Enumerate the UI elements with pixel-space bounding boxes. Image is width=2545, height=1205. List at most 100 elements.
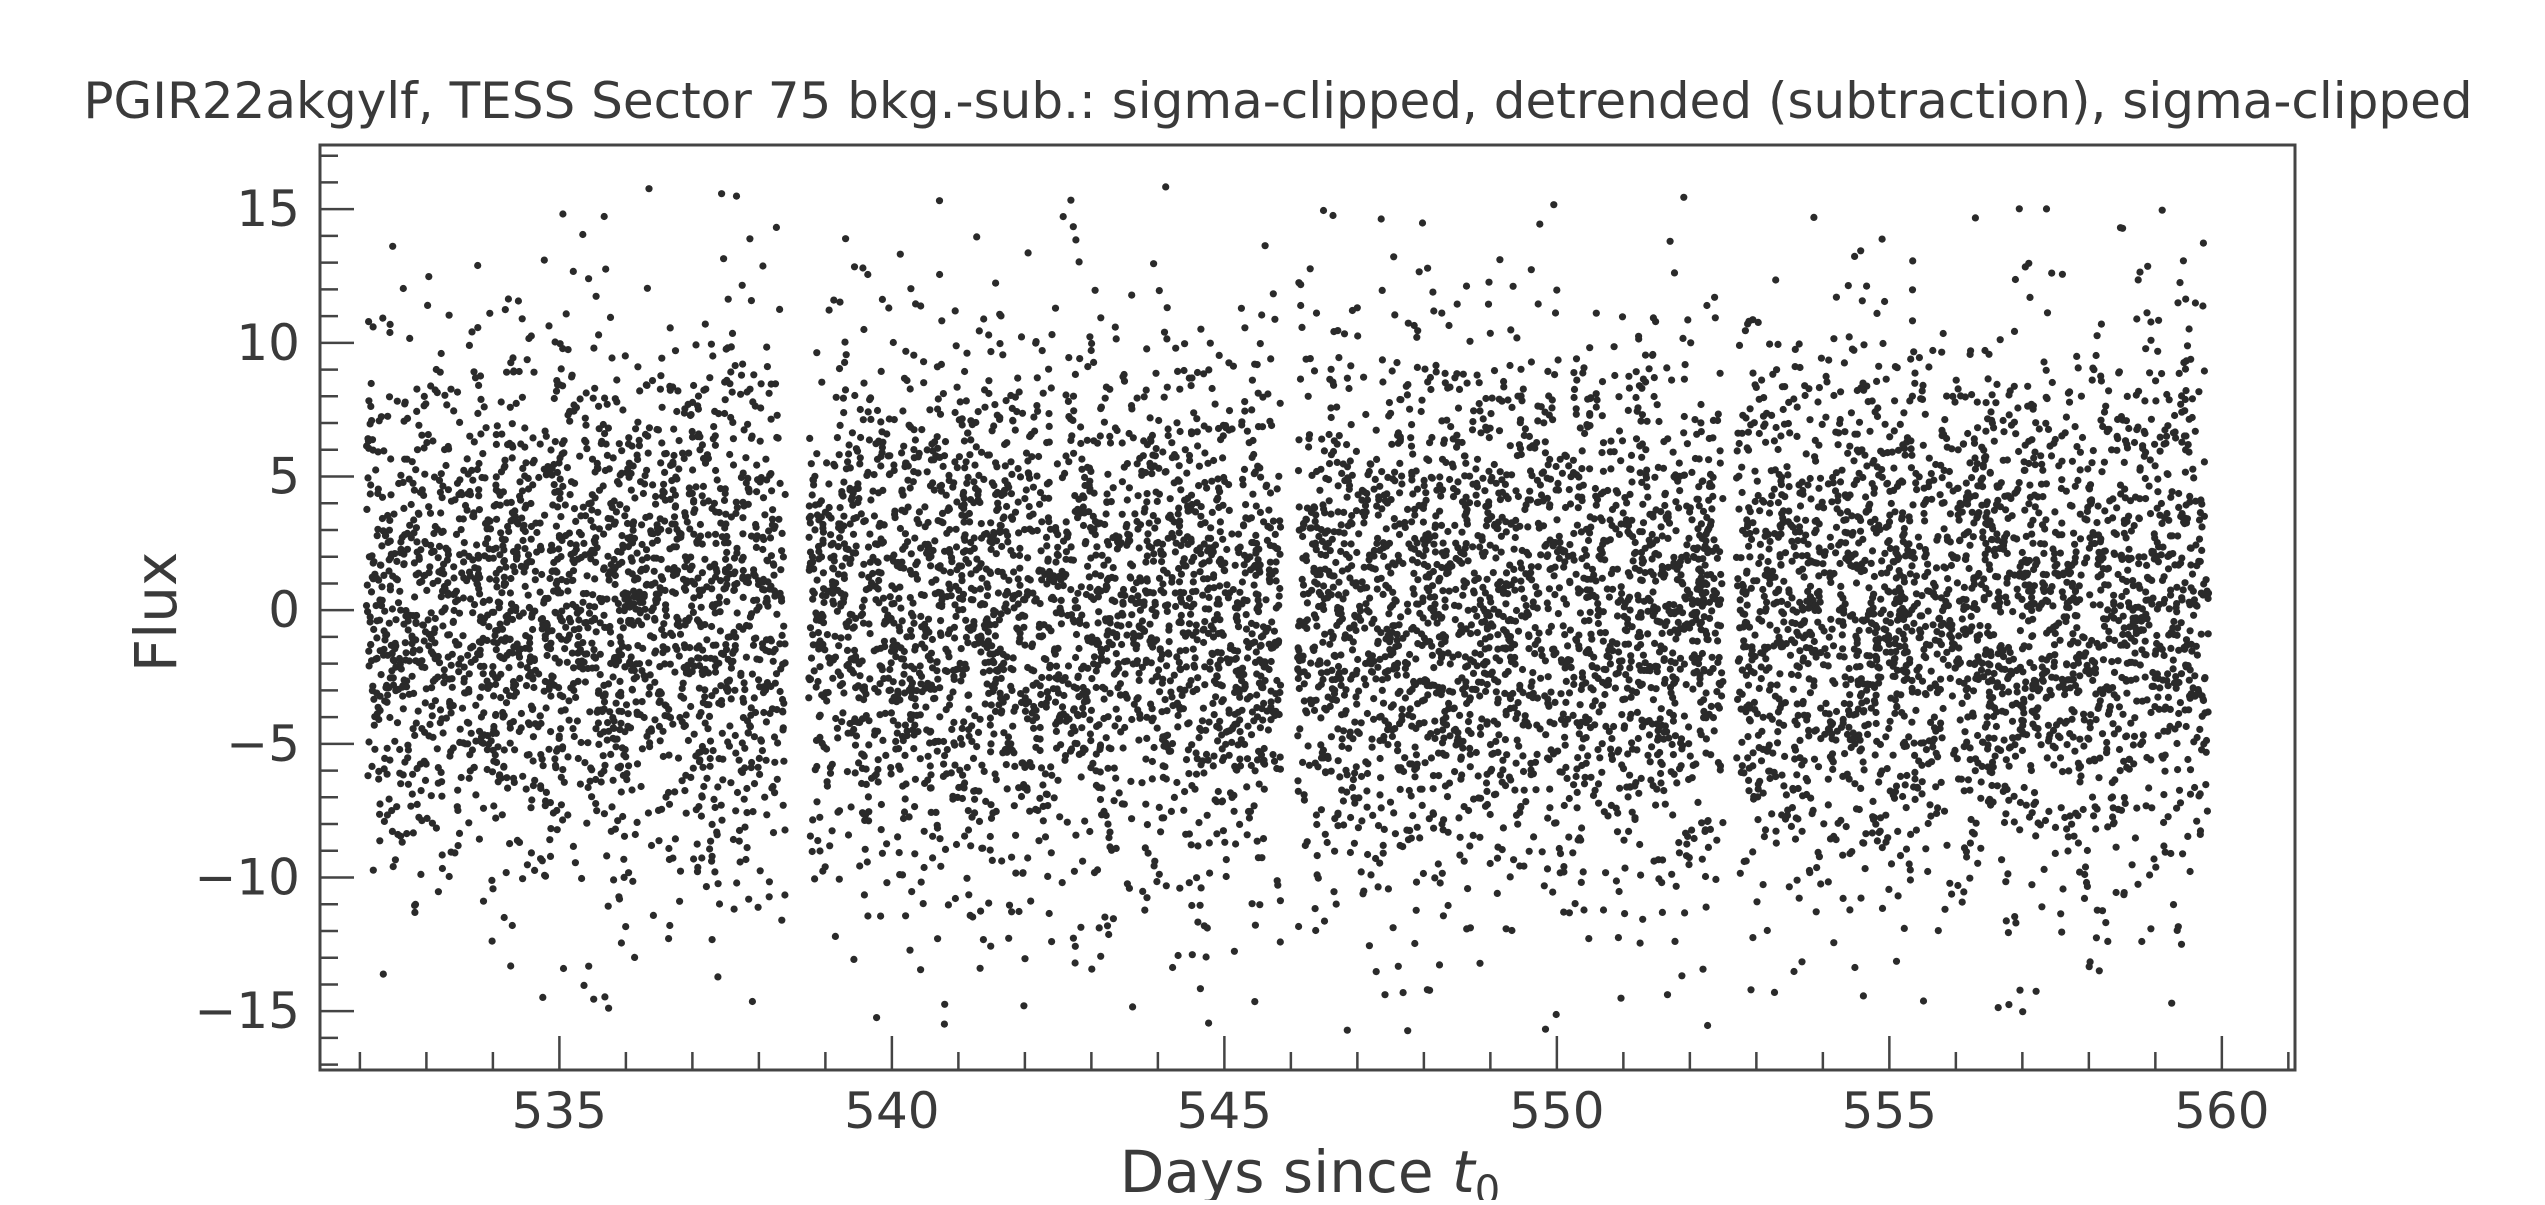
data-point <box>1652 801 1660 809</box>
data-point <box>892 737 900 746</box>
data-point <box>640 672 648 680</box>
data-point <box>1045 518 1053 526</box>
data-point <box>600 611 608 619</box>
data-point <box>771 645 779 654</box>
data-point <box>849 669 858 677</box>
data-point <box>692 483 700 491</box>
data-point <box>438 566 446 574</box>
data-point <box>781 826 789 834</box>
data-point <box>438 864 446 873</box>
data-point <box>603 852 611 860</box>
data-point <box>1104 556 1112 564</box>
data-point <box>1271 530 1279 539</box>
data-point <box>891 507 899 515</box>
data-point <box>746 613 755 621</box>
data-point <box>898 617 906 625</box>
data-point <box>464 740 472 748</box>
data-point <box>605 523 613 531</box>
data-point <box>1117 622 1125 630</box>
data-point <box>424 431 432 439</box>
data-point <box>1014 465 1022 473</box>
data-point <box>418 657 426 665</box>
data-point <box>1206 658 1214 666</box>
data-point <box>669 720 677 728</box>
data-point <box>1197 884 1205 892</box>
data-point <box>479 670 487 678</box>
data-point <box>1022 449 1031 457</box>
data-point <box>1018 409 1027 417</box>
data-point <box>592 800 600 808</box>
data-point <box>470 368 478 376</box>
data-point <box>383 770 391 778</box>
data-point <box>503 651 511 659</box>
data-point <box>1259 623 1268 631</box>
data-point <box>934 395 942 403</box>
data-point <box>998 542 1006 551</box>
data-point <box>1158 558 1166 566</box>
data-point <box>849 624 857 632</box>
data-point <box>1062 548 1070 556</box>
data-point <box>704 531 712 539</box>
data-point <box>780 622 788 630</box>
data-point <box>1087 706 1095 715</box>
data-point <box>384 511 392 520</box>
data-point <box>559 482 567 490</box>
data-point <box>919 900 927 908</box>
data-point <box>554 503 562 511</box>
data-point <box>566 491 574 499</box>
data-point <box>1264 726 1272 734</box>
data-point <box>676 897 684 905</box>
data-point <box>937 862 945 870</box>
data-point <box>1057 607 1065 615</box>
data-point <box>900 670 908 678</box>
data-point <box>873 406 882 415</box>
data-point <box>466 595 475 603</box>
data-point <box>1177 486 1185 494</box>
data-point <box>399 284 407 293</box>
data-point <box>947 592 955 600</box>
data-point <box>1003 439 1011 447</box>
data-point <box>1231 720 1239 728</box>
data-point <box>503 618 511 626</box>
data-point <box>1091 286 1099 294</box>
data-point <box>619 624 627 632</box>
data-point <box>732 498 740 506</box>
data-point <box>946 568 955 577</box>
data-point <box>765 878 774 886</box>
data-point <box>1063 528 1071 536</box>
data-point <box>732 192 741 200</box>
data-point <box>601 623 609 632</box>
data-point <box>770 561 778 569</box>
data-point <box>1201 663 1209 671</box>
data-point <box>1273 485 1281 493</box>
data-point <box>675 465 683 473</box>
data-point <box>508 615 517 624</box>
data-point <box>956 594 964 602</box>
data-point <box>742 855 750 864</box>
data-point <box>995 616 1004 624</box>
data-point <box>1639 915 1647 923</box>
data-point <box>908 679 917 687</box>
data-point <box>996 527 1004 535</box>
data-point <box>450 574 458 582</box>
data-point <box>862 765 870 773</box>
data-point <box>718 729 726 737</box>
data-point <box>603 451 612 459</box>
data-point <box>1175 618 1183 627</box>
data-point <box>992 608 1000 616</box>
data-point <box>656 737 664 745</box>
data-point <box>590 537 598 545</box>
data-point <box>633 818 641 827</box>
data-point <box>1240 561 1248 569</box>
data-point <box>1138 471 1146 479</box>
data-point <box>922 629 930 637</box>
data-point <box>542 788 551 797</box>
data-point <box>510 643 518 651</box>
data-point <box>1095 639 1103 647</box>
data-point <box>572 693 580 702</box>
data-point <box>434 888 442 896</box>
data-point <box>508 921 516 930</box>
data-point <box>1209 573 1218 582</box>
data-point <box>384 651 392 659</box>
data-point <box>881 709 889 718</box>
